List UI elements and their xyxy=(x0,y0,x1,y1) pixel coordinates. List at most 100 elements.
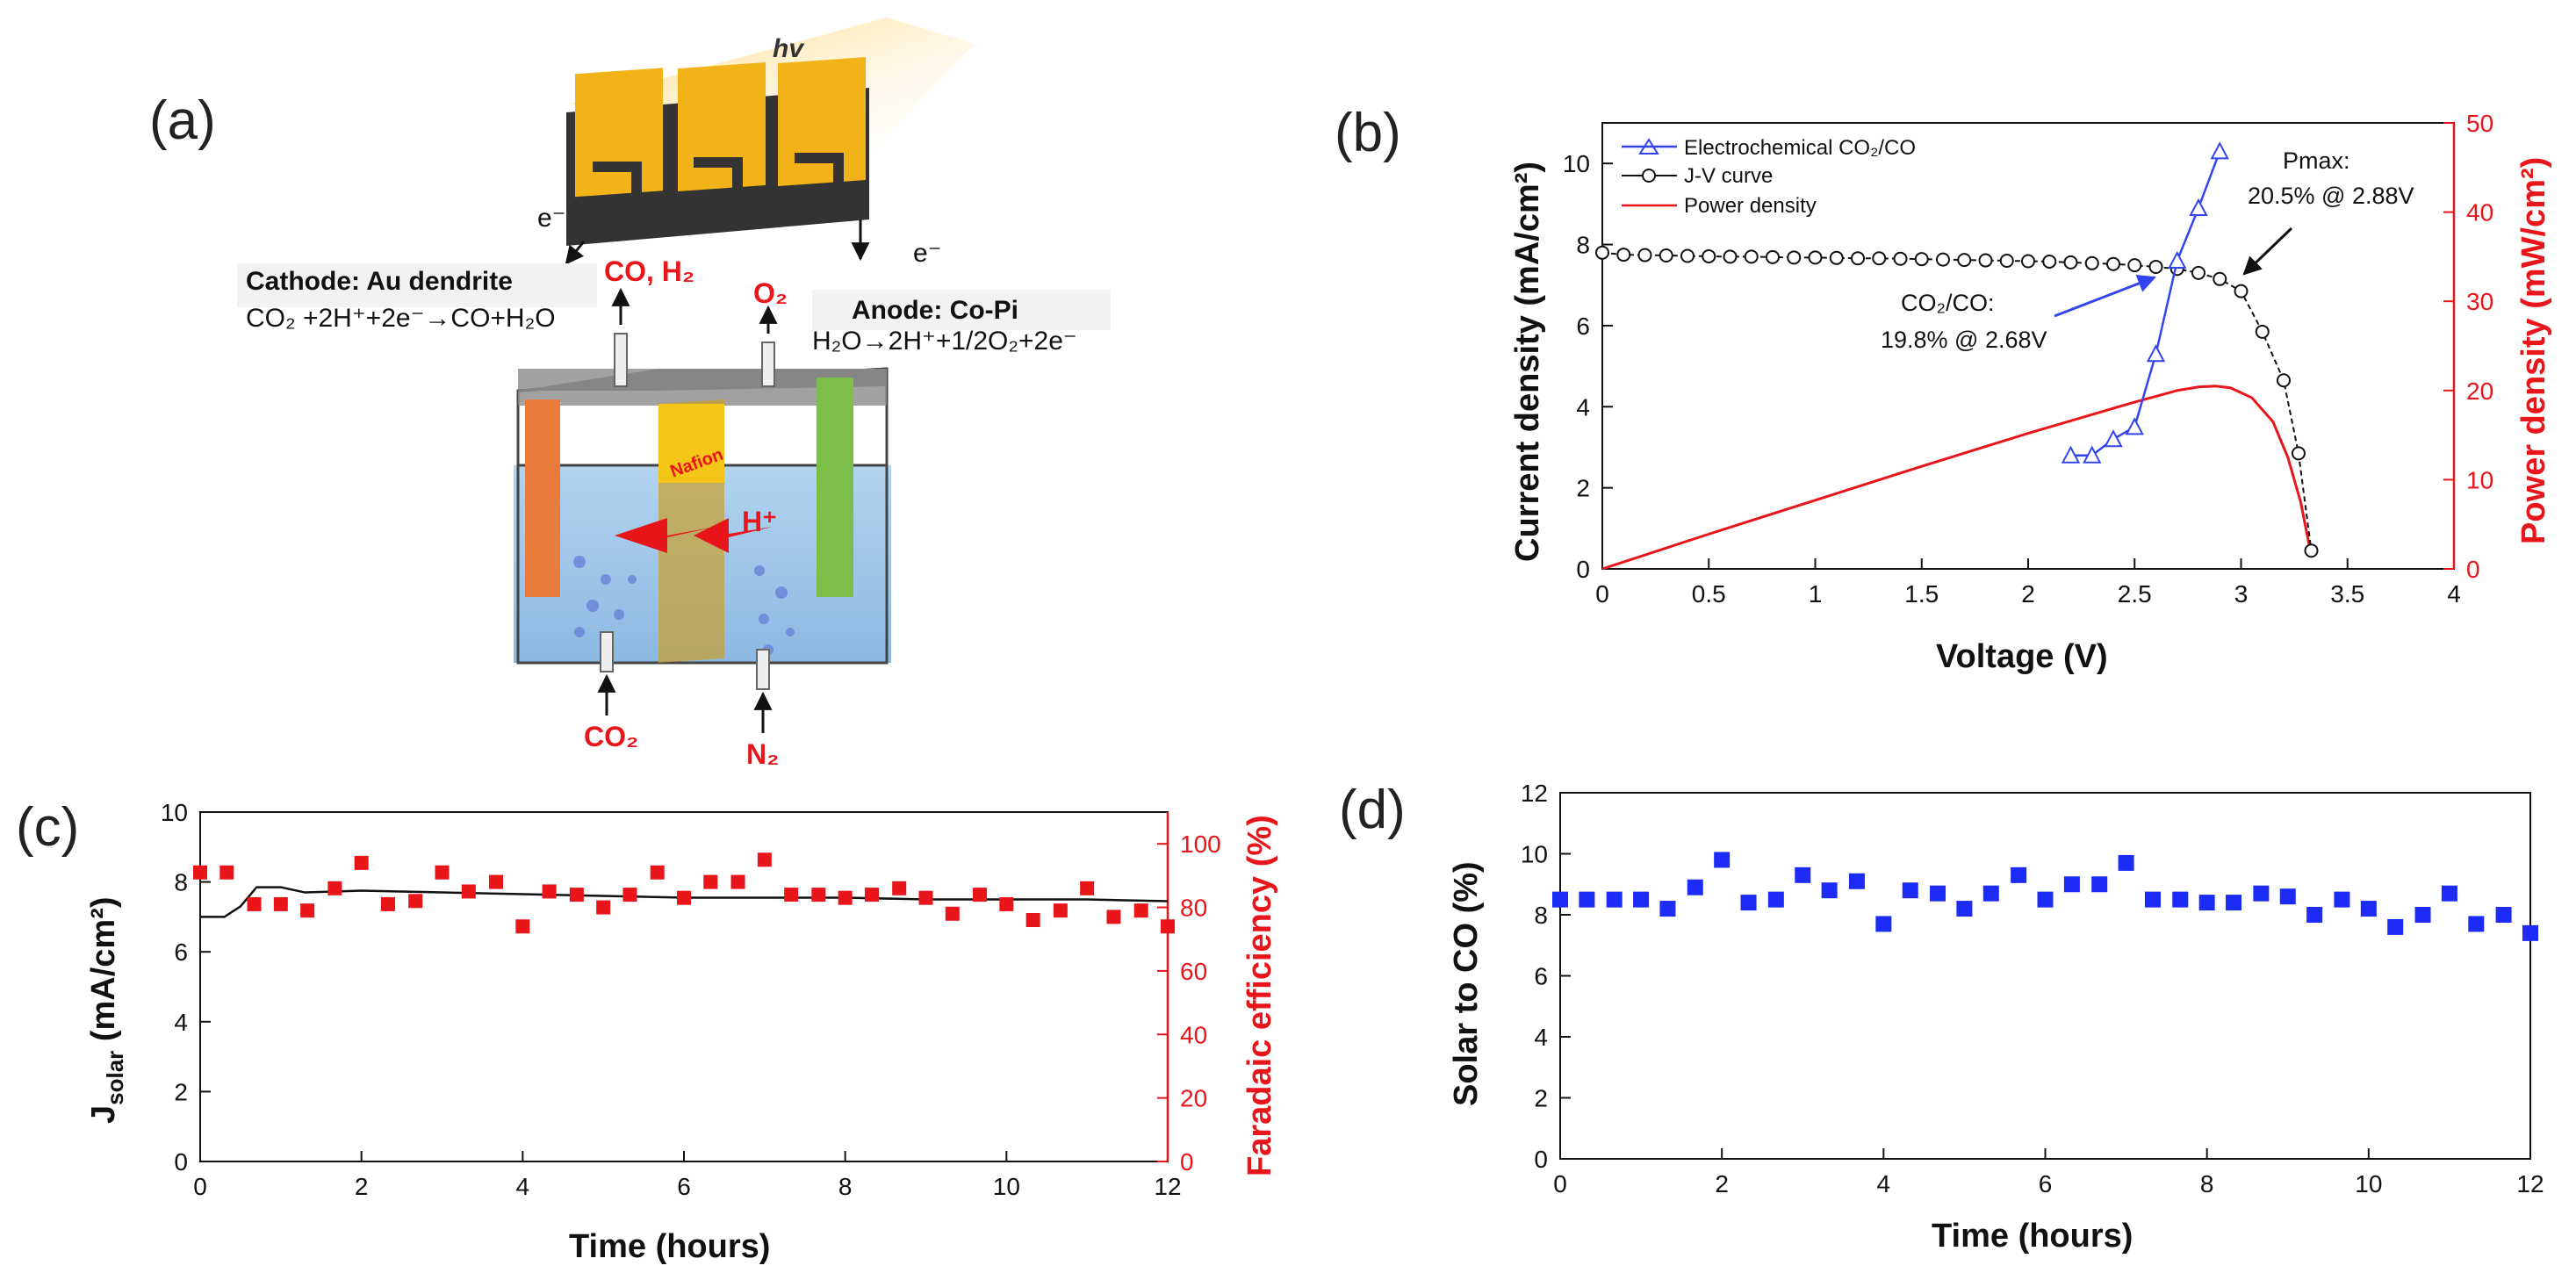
b-legend: Electrochemical CO₂/CO J-V curve Power d… xyxy=(1622,136,1916,218)
c-xtick-label: 0 xyxy=(193,1173,207,1200)
co-arrow xyxy=(2054,275,2156,318)
jv-point xyxy=(2191,265,2205,280)
c-y2tick-label: 20 xyxy=(1180,1085,1207,1112)
jv-point xyxy=(2291,446,2306,461)
jv-point xyxy=(1808,250,1823,265)
d-xtick-label: 4 xyxy=(1877,1170,1891,1197)
panel-label-d: (d) xyxy=(1339,780,1406,840)
pmax-arrow xyxy=(2242,227,2293,276)
jv-point xyxy=(2277,373,2291,388)
anode-reaction: H₂O→2H⁺+1/2O₂+2e⁻ xyxy=(812,327,1077,356)
faradaic-point xyxy=(1161,919,1175,934)
c-y2tick-label: 0 xyxy=(1180,1148,1194,1176)
solar-to-co-point xyxy=(2091,876,2108,893)
jv-point xyxy=(1914,252,1929,267)
d-xtick-label: 0 xyxy=(1553,1170,1567,1197)
anode-title: Anode: Co-Pi xyxy=(852,296,1018,325)
gas-in-cathode: CO₂ xyxy=(584,721,638,752)
d-xtick-label: 2 xyxy=(1715,1170,1729,1197)
jv-point xyxy=(1999,254,2014,269)
solar-to-co-point xyxy=(1821,882,1838,899)
solar-to-co-point xyxy=(1606,891,1623,908)
jv-point xyxy=(1851,251,1865,266)
faradaic-point xyxy=(811,888,826,902)
jv-point xyxy=(1936,252,1950,267)
d-xtick-label: 8 xyxy=(2200,1170,2214,1197)
faradaic-point xyxy=(327,881,342,895)
solar-to-co-point xyxy=(2198,895,2215,911)
solar-to-co-point xyxy=(2441,885,2457,902)
solar-to-co-point xyxy=(1982,885,1999,902)
gas-out-anode: O₂ xyxy=(753,277,788,309)
c-ylabel-main: J xyxy=(85,1105,122,1124)
solar-to-co-point xyxy=(2360,901,2377,917)
electrochem-point xyxy=(2125,417,2144,435)
c-xtick-label: 8 xyxy=(838,1173,853,1200)
jv-point xyxy=(2042,254,2057,269)
solar-module xyxy=(566,57,869,246)
jv-point xyxy=(1637,248,1652,262)
jv-point xyxy=(2304,543,2319,558)
faradaic-point xyxy=(892,881,907,895)
jv-point xyxy=(2213,271,2227,286)
faradaic-point xyxy=(354,855,369,870)
jv-point xyxy=(1659,248,1673,263)
faradaic-point xyxy=(1053,903,1068,918)
pmax-line2: 20.5% @ 2.88V xyxy=(2248,183,2414,209)
d-ytick-label: 12 xyxy=(1521,780,1548,807)
c-xtick-label: 4 xyxy=(516,1173,530,1200)
faradaic-point xyxy=(569,888,584,902)
faradaic-point xyxy=(677,890,691,905)
solar-to-co-point xyxy=(1767,891,1784,908)
jv-point xyxy=(2063,255,2078,270)
faradaic-point xyxy=(380,896,395,911)
b-xtick-label: 3 xyxy=(2234,580,2249,608)
d-ytick-label: 0 xyxy=(1534,1146,1548,1173)
c-ytick-label: 8 xyxy=(174,869,188,896)
c-ylabel: Jsolar (mA/cm²) xyxy=(85,896,128,1124)
b-xlabel: Voltage (V) xyxy=(1936,638,2108,675)
c-ytick-label: 4 xyxy=(174,1009,188,1036)
jv-point xyxy=(2106,256,2120,271)
electrochem-point xyxy=(2104,429,2123,448)
solar-to-co-point xyxy=(2306,907,2323,923)
solar-to-co-point xyxy=(2144,891,2161,908)
faradaic-point xyxy=(461,884,476,899)
faradaic-point xyxy=(999,896,1014,911)
co-line1: CO₂/CO: xyxy=(1901,290,1994,316)
solar-to-co-point xyxy=(1930,885,1946,902)
jv-point xyxy=(1957,253,1972,268)
b-ylabel: Current density (mA/cm²) xyxy=(1509,162,1546,562)
faradaic-point xyxy=(973,888,988,902)
d-ytick-label: 8 xyxy=(1534,902,1548,929)
d-ylabel: Solar to CO (%) xyxy=(1448,861,1485,1106)
b-ytick-label: 6 xyxy=(1576,313,1590,340)
solar-to-co-point xyxy=(2279,888,2296,905)
jv-point xyxy=(1744,249,1759,264)
electrochem-line xyxy=(2070,150,2221,457)
b-xtick-label: 1 xyxy=(1809,580,1823,608)
solar-to-co-point xyxy=(2468,916,2485,932)
faradaic-point xyxy=(1025,913,1040,928)
co-line2: 19.8% @ 2.68V xyxy=(1881,327,2047,353)
d-ytick-label: 4 xyxy=(1534,1024,1548,1051)
electrolyzer-diagram: hv e⁻ e⁻ Cathode: Au dendrite CO₂ +2H⁺+2… xyxy=(237,18,1111,770)
pmax-line1: Pmax: xyxy=(2283,147,2350,174)
jsolar-line xyxy=(200,886,1169,918)
plot-frame-d xyxy=(1559,792,2531,1160)
solar-to-co-point xyxy=(1848,873,1865,889)
faradaic-point xyxy=(1106,910,1121,924)
faradaic-point xyxy=(757,852,772,867)
solar-to-co-point xyxy=(1875,916,1892,932)
b-y2tick-label: 10 xyxy=(2466,466,2493,493)
solar-to-co-point xyxy=(2037,891,2054,908)
proton-label: H⁺ xyxy=(742,506,777,537)
b-ytick-label: 0 xyxy=(1576,556,1590,583)
faradaic-point xyxy=(838,890,853,905)
b-xtick-label: 4 xyxy=(2447,580,2461,608)
jv-point xyxy=(1616,248,1631,262)
b-ytick-label: 2 xyxy=(1576,475,1590,502)
hv-label: hv xyxy=(773,34,805,63)
solar-to-co-point xyxy=(1795,867,1811,883)
